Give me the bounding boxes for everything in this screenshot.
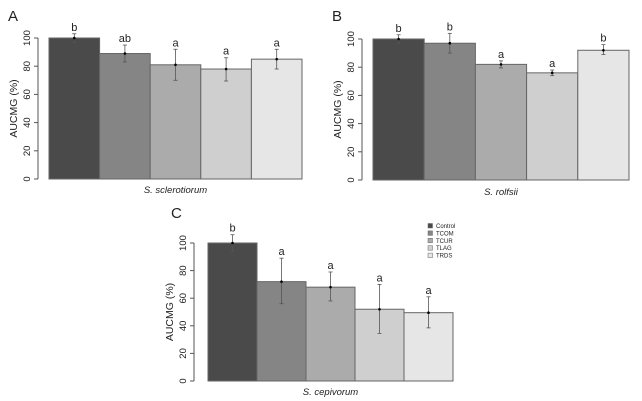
y-tick-label: 60 bbox=[346, 90, 357, 101]
y-tick-label: 40 bbox=[22, 117, 33, 128]
bar-tlag bbox=[200, 68, 252, 180]
bar-tcur bbox=[474, 63, 528, 181]
y-tick-label: 0 bbox=[346, 177, 357, 182]
bar-tcom bbox=[423, 42, 476, 181]
significance-letter: a bbox=[376, 272, 383, 284]
significance-letter: b bbox=[447, 21, 453, 33]
panel-b: B 0 20 40 60 80 100 AUCMG (%) b b a a b S. rolfsii bbox=[332, 8, 630, 198]
significance-letter: b bbox=[396, 23, 402, 35]
significance-letter: b bbox=[600, 33, 606, 45]
legend-entry: TRDS bbox=[436, 254, 452, 260]
significance-letter: a bbox=[327, 260, 334, 272]
y-tick-label: 40 bbox=[178, 321, 189, 332]
mean-point bbox=[550, 71, 554, 75]
legend-entry: Control bbox=[436, 224, 455, 230]
y-tick-label: 80 bbox=[178, 265, 189, 276]
significance-letter: a bbox=[274, 37, 281, 49]
bar-tcur bbox=[149, 64, 202, 180]
significance-letter: a bbox=[498, 49, 505, 61]
y-tick-label: 80 bbox=[22, 61, 33, 72]
y-tick-label: 100 bbox=[178, 235, 189, 251]
significance-letter: b bbox=[229, 223, 235, 235]
mean-point bbox=[280, 280, 283, 283]
x-axis-label: S. cepivorum bbox=[303, 387, 359, 398]
legend-entry: TLAG bbox=[436, 246, 452, 252]
mean-point bbox=[329, 285, 332, 289]
mean-point bbox=[224, 67, 228, 71]
y-tick-label: 0 bbox=[22, 176, 33, 181]
bar-trds bbox=[250, 58, 303, 180]
legend-swatch bbox=[427, 238, 433, 244]
y-tick-label: 80 bbox=[346, 62, 357, 73]
significance-letter: a bbox=[223, 46, 230, 58]
legend-swatch bbox=[427, 223, 433, 229]
panel-c: C 0 20 40 60 80 100 AUCMG (%) b a a a a S. cepivorum bbox=[164, 205, 454, 398]
mean-point bbox=[499, 63, 503, 66]
y-axis-label: AUCMG (%) bbox=[332, 80, 344, 138]
mean-point bbox=[231, 241, 234, 245]
legend-swatch bbox=[427, 252, 433, 258]
y-tick-label: 100 bbox=[22, 30, 33, 46]
panel-a: A 0 20 40 60 80 100 AUCMG (%) b ab a a a S. sclerotio… bbox=[8, 8, 303, 196]
bar-control bbox=[48, 37, 101, 180]
significance-letter: a bbox=[425, 285, 432, 297]
x-axis-label: S. sclerotiorum bbox=[144, 185, 207, 196]
bar-control bbox=[207, 242, 258, 382]
bar-trds bbox=[577, 49, 630, 181]
y-tick-label: 40 bbox=[346, 118, 357, 129]
panel-label: C bbox=[171, 205, 182, 222]
mean-point bbox=[602, 48, 605, 52]
mean-point bbox=[123, 52, 127, 55]
x-axis-label: S. rolfsii bbox=[484, 187, 519, 198]
y-tick-label: 60 bbox=[178, 293, 189, 304]
bar-tlag bbox=[526, 72, 579, 181]
panel-label: A bbox=[8, 8, 18, 25]
y-tick-label: 100 bbox=[346, 31, 357, 47]
y-tick-label: 20 bbox=[22, 146, 33, 157]
mean-point bbox=[397, 37, 400, 41]
y-tick-label: 20 bbox=[346, 147, 357, 158]
bar-tcom bbox=[99, 53, 151, 180]
legend-swatch bbox=[427, 230, 433, 236]
mean-point bbox=[448, 41, 452, 45]
significance-letter: a bbox=[278, 246, 285, 258]
bar-control bbox=[372, 38, 425, 181]
panel-label: B bbox=[332, 8, 342, 25]
mean-point bbox=[378, 307, 381, 311]
legend-entry: TCOM bbox=[436, 231, 454, 237]
mean-point bbox=[275, 57, 279, 61]
mean-point bbox=[174, 63, 177, 67]
significance-letter: b bbox=[71, 22, 77, 34]
legend-swatch bbox=[427, 245, 433, 251]
significance-letter: a bbox=[549, 58, 556, 70]
significance-letter: a bbox=[172, 37, 179, 49]
y-tick-label: 60 bbox=[22, 89, 33, 100]
y-axis-label: AUCMG (%) bbox=[8, 79, 20, 137]
mean-point bbox=[73, 36, 76, 40]
y-tick-label: 20 bbox=[178, 348, 189, 359]
mean-point bbox=[427, 311, 430, 314]
y-tick-label: 0 bbox=[178, 378, 189, 383]
legend-entry: TCUR bbox=[436, 239, 453, 245]
significance-letter: ab bbox=[119, 33, 131, 45]
y-axis-label: AUCMG (%) bbox=[164, 283, 176, 341]
